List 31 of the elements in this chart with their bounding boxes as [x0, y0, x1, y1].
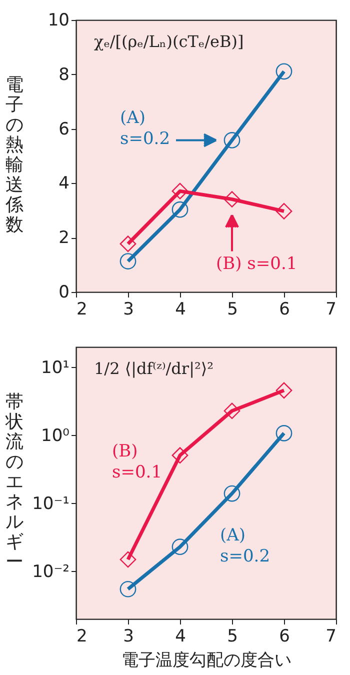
y-tick-label: 10⁻¹: [32, 494, 70, 514]
x-tick-label: 7: [326, 626, 336, 646]
x-axis-title: 電子温度勾配の度合い: [122, 650, 292, 670]
annotation: 1/2 ⟨|df⁽ᶻ⁾/dr|²⟩²: [94, 359, 214, 378]
x-tick-label: 2: [76, 300, 88, 320]
legend-label: (A) s=0.2: [120, 108, 170, 150]
x-tick-label: 4: [175, 300, 186, 320]
text: (B) s=0.1: [216, 254, 298, 274]
series-label: (A) s=0.2: [220, 526, 270, 567]
x-tick-label: 7: [326, 300, 336, 320]
x-tick-label: 3: [123, 300, 134, 320]
x-tick-label: 6: [279, 300, 290, 320]
y-axis-title: 電子の熱輸送係数: [4, 74, 24, 236]
x-tick-label: 6: [279, 626, 290, 646]
x-tick-label: 5: [227, 300, 238, 320]
x-tick-label: 3: [123, 626, 134, 646]
y-tick-label: 6: [58, 119, 70, 140]
y-tick-label: 10⁻²: [32, 562, 70, 582]
series-label: (B) s=0.1: [112, 441, 162, 482]
y-tick-label: 10¹: [41, 358, 70, 378]
annotation: χₑ/[(ρₑ/Lₙ)(cTₑ/eB)]: [94, 32, 244, 51]
x-tick-label: 2: [76, 626, 88, 646]
y-tick-label: 4: [58, 174, 70, 194]
y-tick-label: 8: [58, 64, 70, 85]
x-tick-label: 4: [175, 626, 186, 646]
x-tick-label: 5: [227, 626, 238, 646]
y-tick-label: 10⁰: [41, 426, 70, 446]
y-tick-label: 0: [58, 282, 70, 302]
y-tick-label: 2: [58, 228, 70, 248]
y-tick-label: 10: [48, 10, 70, 30]
text: 帯状流のエネルギー: [6, 392, 24, 572]
